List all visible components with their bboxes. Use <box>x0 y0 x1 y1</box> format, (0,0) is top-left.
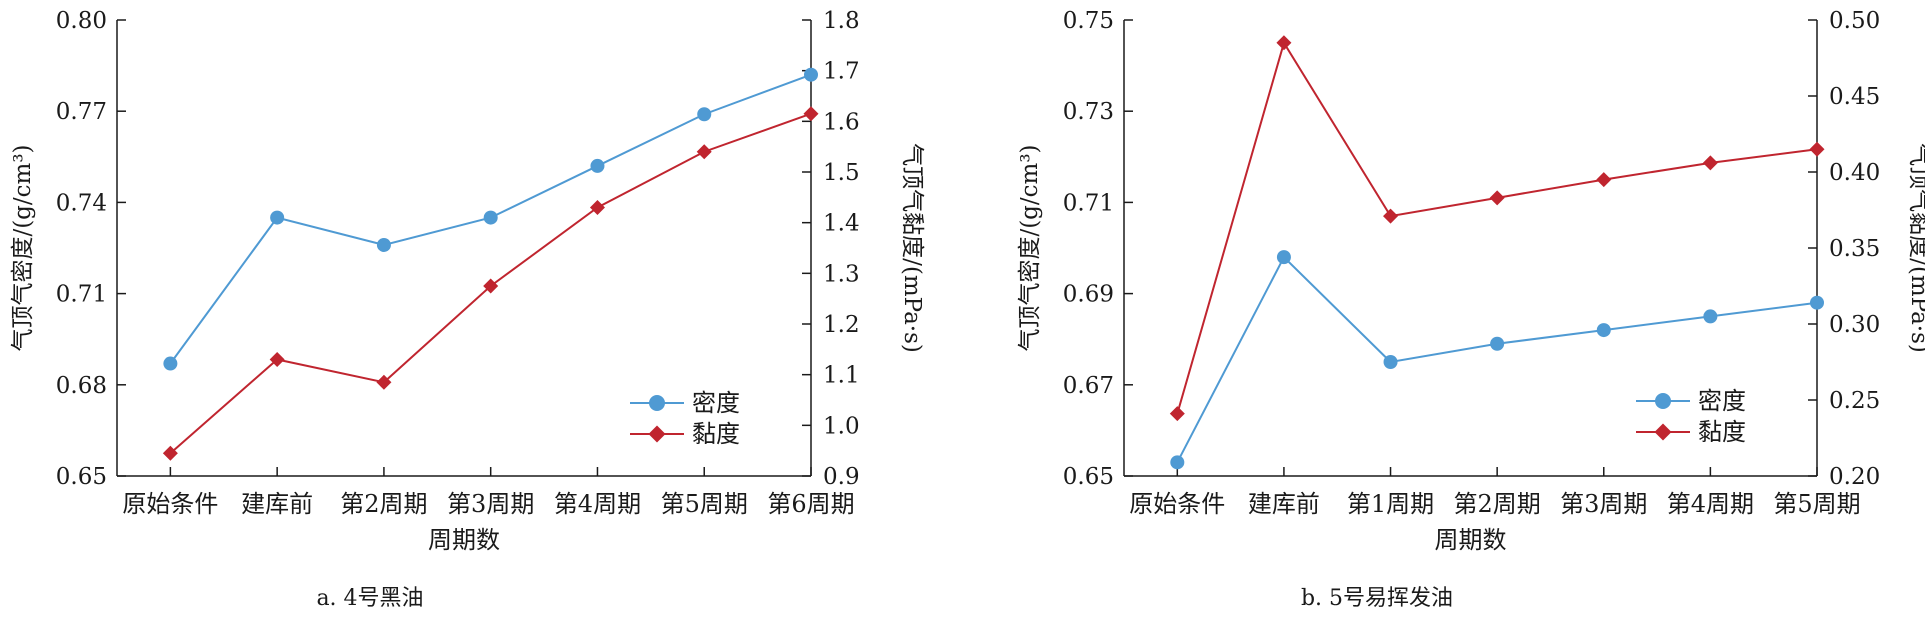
x-tick-label: 第6周期 <box>767 490 854 518</box>
x-tick-label: 第5周期 <box>661 490 748 518</box>
data-point-viscosity <box>483 278 499 294</box>
data-point-density <box>270 210 285 225</box>
data-point-viscosity <box>589 199 605 215</box>
x-tick-label: 第4周期 <box>1667 490 1754 518</box>
caption-a: a. 4号黑油 <box>316 586 424 611</box>
y-tick-label-left: 0.71 <box>1063 190 1114 216</box>
series-line-viscosity <box>1176 40 1818 414</box>
data-point-density <box>1383 355 1398 369</box>
y-tick-label-right: 0.20 <box>1829 464 1880 490</box>
legend-marker-viscosity <box>1654 423 1672 441</box>
data-point-viscosity <box>1702 155 1718 171</box>
data-point-density <box>376 237 391 252</box>
y-tick-label-left: 0.65 <box>56 464 107 490</box>
y-tick-label-right: 1.4 <box>823 211 860 237</box>
data-point-density <box>697 107 712 122</box>
legend-marker-density <box>649 395 665 411</box>
x-tick-label: 建库前 <box>1248 490 1320 518</box>
data-point-density <box>1490 336 1505 351</box>
y-axis-title-right: 气顶气黏度/(mPa·s) <box>899 143 925 353</box>
x-axis-title: 周期数 <box>428 526 500 554</box>
y-tick-label-right: 0.40 <box>1829 160 1880 186</box>
data-point-density <box>1276 250 1291 265</box>
y-tick-label-left: 0.77 <box>56 99 107 125</box>
data-point-viscosity <box>1489 190 1505 206</box>
data-point-viscosity <box>1596 172 1612 188</box>
data-point-density <box>1810 295 1824 310</box>
y-tick-label-left: 0.75 <box>1063 8 1114 34</box>
data-point-viscosity <box>1383 208 1399 224</box>
data-point-viscosity <box>1809 141 1825 157</box>
y-tick-label-right: 0.45 <box>1829 84 1880 110</box>
x-tick-label: 第1周期 <box>1347 490 1434 518</box>
x-tick-label: 原始条件 <box>1129 490 1225 518</box>
y-tick-label-right: 1.6 <box>823 109 860 135</box>
x-axis-title: 周期数 <box>1435 526 1507 554</box>
y-tick-label-right: 1.3 <box>823 261 860 287</box>
data-point-density <box>163 356 178 371</box>
data-point-viscosity <box>1169 406 1185 422</box>
x-tick-label: 建库前 <box>241 490 313 518</box>
y-tick-label-left: 0.65 <box>1063 464 1114 490</box>
x-tick-label: 第2周期 <box>340 490 427 518</box>
data-point-viscosity <box>1276 35 1292 51</box>
y-tick-label-left: 0.73 <box>1063 99 1114 125</box>
y-tick-label-left: 0.74 <box>56 190 107 216</box>
data-point-density <box>804 67 818 82</box>
x-tick-label: 第4周期 <box>554 490 641 518</box>
y-tick-label-right: 0.30 <box>1829 312 1880 338</box>
data-point-density <box>1170 455 1185 470</box>
x-tick-label: 第3周期 <box>447 490 534 518</box>
x-tick-label: 原始条件 <box>122 490 218 518</box>
y-tick-label-right: 1.7 <box>823 59 860 85</box>
y-tick-label-left: 0.71 <box>56 282 107 308</box>
x-tick-label: 第3周期 <box>1560 490 1647 518</box>
chart-a: 0.65 0.68 0.71 0.74 0.77 0.80 0.9 1.0 1.1 1.2 1.3 1… <box>10 8 925 554</box>
y-tick-label-right: 0.50 <box>1829 8 1880 34</box>
legend-marker-viscosity <box>648 425 666 443</box>
y-tick-label-right: 0.35 <box>1829 236 1880 262</box>
y-tick-label-left: 0.69 <box>1063 282 1114 308</box>
data-point-viscosity <box>269 351 285 367</box>
data-point-viscosity <box>162 445 178 461</box>
y-tick-label-right: 0.9 <box>823 464 860 490</box>
y-tick-label-left: 0.68 <box>56 373 107 399</box>
data-point-viscosity <box>696 144 712 160</box>
chart-b: 0.65 0.67 0.69 0.71 0.73 0.75 0.20 0.25 0.30 0.35… <box>1017 8 1925 554</box>
data-point-viscosity <box>376 374 392 390</box>
data-point-density <box>483 210 498 225</box>
y-tick-label-right: 1.8 <box>823 8 860 34</box>
y-tick-label-right: 1.0 <box>823 413 860 439</box>
data-point-density <box>590 158 605 173</box>
y-tick-label-left: 0.67 <box>1063 373 1114 399</box>
y-axis-title-left: 气顶气密度/(g/cm³) <box>10 144 36 351</box>
legend-marker-density <box>1655 393 1671 409</box>
y-tick-label-right: 0.25 <box>1829 388 1880 414</box>
y-axis-title-right: 气顶气黏度/(mPa·s) <box>1906 143 1925 353</box>
y-axis-title-left: 气顶气密度/(g/cm³) <box>1017 144 1043 351</box>
x-tick-label: 第2周期 <box>1454 490 1541 518</box>
y-tick-label-left: 0.80 <box>56 8 107 34</box>
y-tick-label-right: 1.5 <box>823 160 860 186</box>
legend-label: 密度 <box>692 389 740 417</box>
data-point-density <box>1703 309 1718 324</box>
legend-label: 黏度 <box>692 420 740 448</box>
data-point-density <box>1596 323 1611 338</box>
caption-b: b. 5号易挥发油 <box>1300 586 1454 611</box>
legend-label: 黏度 <box>1698 418 1746 446</box>
data-point-viscosity <box>803 106 819 122</box>
legend-label: 密度 <box>1698 387 1746 415</box>
y-tick-label-right: 1.1 <box>823 363 860 389</box>
y-tick-label-right: 1.2 <box>823 312 860 338</box>
x-tick-label: 第5周期 <box>1773 490 1860 518</box>
